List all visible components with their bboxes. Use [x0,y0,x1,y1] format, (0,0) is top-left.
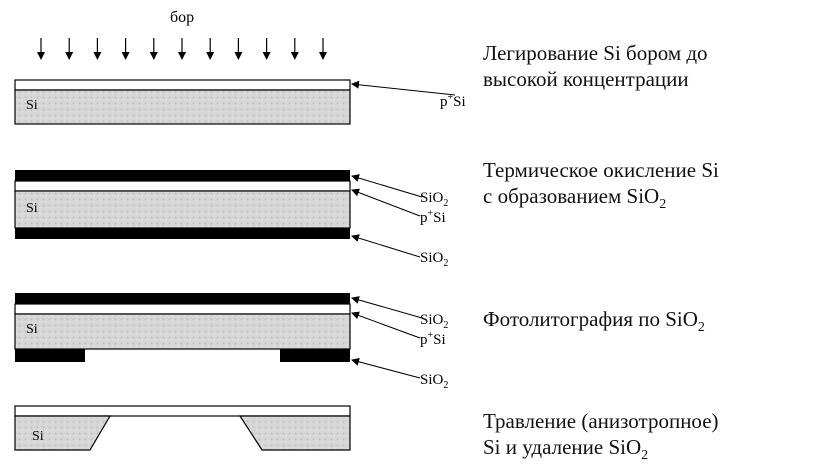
silicon-label: Si [26,201,38,216]
step3-wafer: Si [14,293,351,362]
left-etched-silicon [14,415,112,451]
boron-arrow-head [206,52,215,60]
boron-label: бор [170,9,194,26]
sio2-label: SiO2 [420,190,448,209]
step2-caption: Термическое окисление Si с образованием … [483,158,719,213]
p-si-pointer [351,311,421,339]
top-sio2-layer [15,170,350,181]
bottom-sio2-layer [15,228,350,239]
p-plus-si-layer [14,180,351,192]
boron-arrow-head [37,52,45,60]
p-si-pointer [351,80,456,96]
step2-wafer: Si [14,170,351,239]
silicon-label: Si [26,322,38,337]
p-si-label: p+Si [420,330,446,348]
sio2-pointer [351,357,421,379]
step4-wafer: Si [14,405,351,451]
right-etched-silicon [238,415,351,451]
silicon-substrate [14,190,351,229]
p-si-label: p+Si [440,92,466,110]
sio2-label: SiO2 [420,372,448,391]
boron-arrow-head [65,52,74,60]
p-plus-si-layer [14,303,351,315]
step4-caption: Травление (анизотропное) Si и удаление S… [483,409,719,464]
boron-arrows [37,38,327,60]
sio2-pointer [351,234,421,258]
p-plus-si-layer [14,405,351,417]
left-sio2-mask [15,349,85,362]
boron-arrow-head [262,52,271,60]
boron-arrow-head [149,52,158,60]
boron-arrow-head [93,52,102,60]
silicon-label: Si [32,429,44,444]
silicon-label: Si [26,98,38,113]
silicon-substrate [14,313,351,350]
sio2-pointer [351,296,423,319]
boron-arrow-head [234,52,243,60]
boron-arrow-head [178,52,186,60]
step1-wafer: Si [14,79,351,125]
sio2-label: SiO2 [420,312,448,331]
p-si-pointer [351,188,421,217]
step1-caption: Легирование Si бором до высокой концентр… [483,41,708,91]
boron-arrow-head [121,52,130,60]
step3-caption: Фотолитография по SiO2 [483,307,705,336]
silicon-substrate [14,89,351,125]
top-sio2-layer [15,293,350,304]
right-sio2-mask [280,349,350,362]
sio2-label: SiO2 [420,250,448,269]
boron-arrow-head [290,52,299,60]
boron-arrow-head [319,52,327,60]
p-si-label: p+Si [420,208,446,226]
p-plus-si-layer [14,79,351,91]
sio2-pointer [351,174,423,198]
